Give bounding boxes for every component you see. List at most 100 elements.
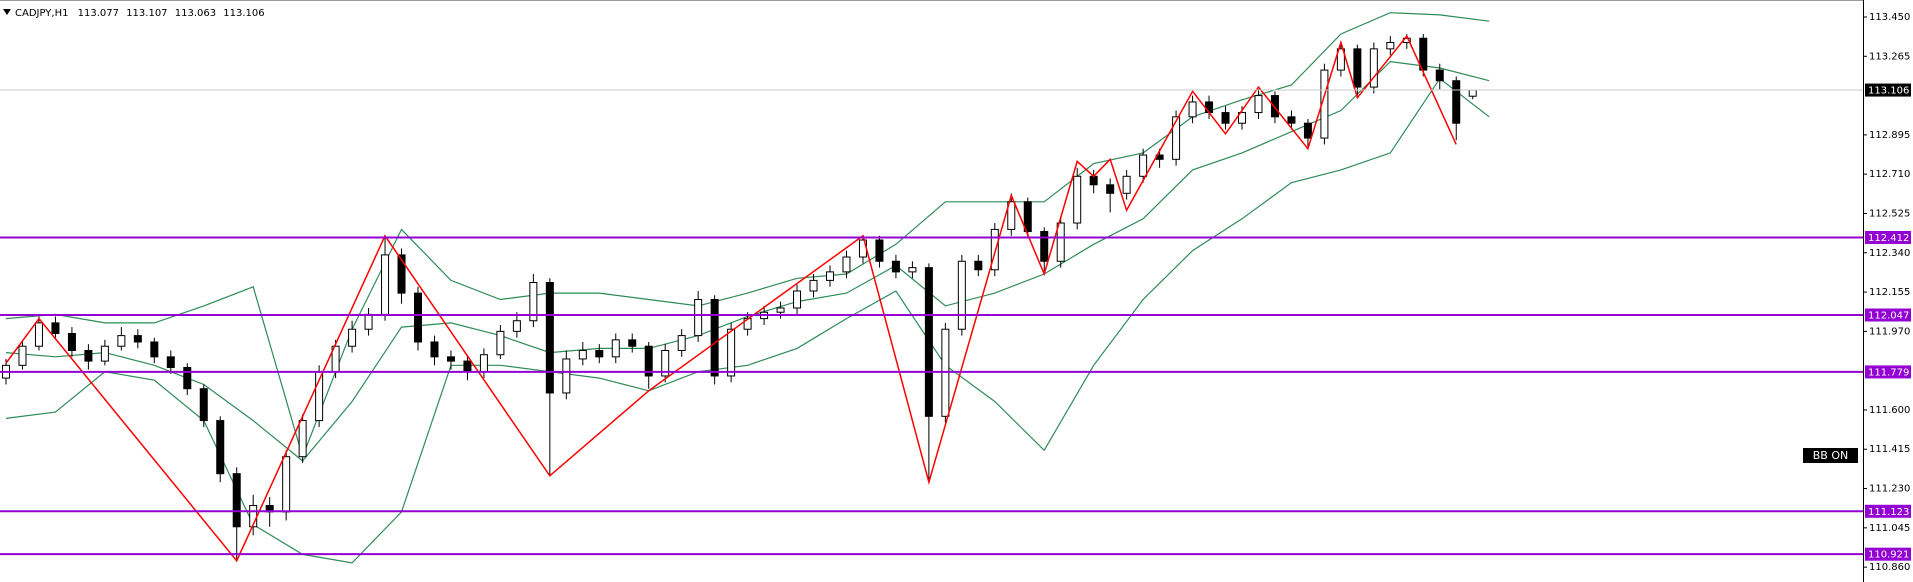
y-tick-label: 110.860 bbox=[1869, 562, 1910, 573]
candle-body bbox=[1452, 80, 1461, 124]
candle-body bbox=[216, 420, 225, 475]
candle-body bbox=[1139, 154, 1148, 177]
candle-body bbox=[595, 349, 604, 358]
candle-body bbox=[924, 267, 933, 417]
level-label: 112.412 bbox=[1868, 233, 1909, 244]
candle-body bbox=[578, 349, 587, 360]
candle-body bbox=[1073, 175, 1082, 224]
level-label: 112.047 bbox=[1868, 311, 1909, 322]
candle-body bbox=[1056, 222, 1065, 262]
y-tick-label: 111.045 bbox=[1869, 523, 1910, 534]
level-label-box bbox=[1865, 308, 1911, 322]
y-tick-label: 112.710 bbox=[1869, 169, 1910, 180]
candle-body bbox=[562, 358, 571, 394]
candle-body bbox=[628, 339, 637, 347]
candle-body bbox=[793, 290, 802, 309]
candle-body bbox=[1419, 37, 1428, 71]
candle-body bbox=[512, 320, 521, 332]
y-tick-label: 112.895 bbox=[1869, 130, 1910, 141]
level-label-box bbox=[1865, 504, 1911, 518]
candle-body bbox=[232, 473, 241, 528]
candle-body bbox=[348, 328, 357, 347]
candle-body bbox=[117, 335, 126, 347]
candle-body bbox=[1221, 112, 1230, 124]
candle-body bbox=[381, 254, 390, 315]
candle-body bbox=[529, 282, 538, 322]
y-tick-label: 113.265 bbox=[1869, 51, 1910, 62]
candle-body bbox=[875, 239, 884, 262]
candle-body bbox=[1270, 95, 1279, 118]
candle-body bbox=[710, 298, 719, 377]
y-tick-label: 112.525 bbox=[1869, 208, 1910, 219]
y-tick-label: 112.340 bbox=[1869, 248, 1910, 259]
candle-body bbox=[974, 260, 983, 271]
y-tick-label: 111.970 bbox=[1869, 326, 1910, 337]
y-tick-label: 111.415 bbox=[1869, 444, 1910, 455]
candle-body bbox=[776, 307, 785, 313]
candle-body bbox=[842, 256, 851, 273]
current-price-box bbox=[1865, 83, 1911, 97]
candle-body bbox=[414, 292, 422, 343]
candle-body bbox=[957, 260, 966, 330]
candle-body bbox=[463, 360, 472, 373]
candle-body bbox=[1238, 112, 1246, 124]
menu-icon[interactable] bbox=[3, 9, 11, 15]
y-tick-label: 111.230 bbox=[1869, 484, 1910, 495]
header-low: 113.063 bbox=[175, 8, 216, 19]
candle-body bbox=[694, 298, 703, 337]
candle-body bbox=[1040, 231, 1049, 262]
candle-body bbox=[661, 349, 670, 377]
current-price-label: 113.106 bbox=[1868, 86, 1909, 97]
candle-body bbox=[809, 279, 818, 292]
candle-body bbox=[1386, 41, 1395, 50]
candle-body bbox=[1254, 95, 1263, 114]
candle-body bbox=[183, 366, 192, 390]
annotation: BB ON bbox=[1813, 449, 1848, 462]
candle-body bbox=[199, 388, 208, 422]
candle-body bbox=[1369, 48, 1378, 88]
candle-body bbox=[611, 339, 620, 358]
candle-body bbox=[1007, 201, 1016, 230]
chart-header: CADJPY,H1 113.077 113.107 113.063 113.10… bbox=[15, 8, 265, 19]
candle-body bbox=[1468, 89, 1477, 97]
candle-body bbox=[133, 335, 142, 343]
level-label-box bbox=[1865, 365, 1911, 379]
level-label-box bbox=[1865, 547, 1911, 561]
candle-body bbox=[282, 456, 291, 513]
candle-body bbox=[67, 332, 76, 351]
candle-body bbox=[1188, 101, 1197, 118]
candle-body bbox=[166, 356, 175, 368]
candle-body bbox=[150, 341, 159, 358]
candle-body bbox=[1106, 184, 1115, 194]
candle-body bbox=[1287, 116, 1296, 124]
candle-body bbox=[397, 254, 406, 294]
band-upper bbox=[5, 12, 1490, 459]
candle-body bbox=[496, 330, 505, 356]
symbol: CADJPY,H1 bbox=[15, 8, 68, 19]
candle-body bbox=[18, 345, 27, 366]
candle-body bbox=[298, 420, 307, 458]
candle-body bbox=[1122, 175, 1131, 194]
candle-body bbox=[479, 354, 488, 373]
y-tick-label: 111.600 bbox=[1869, 405, 1910, 416]
level-label: 111.123 bbox=[1868, 507, 1909, 518]
y-tick-label: 112.155 bbox=[1869, 287, 1910, 298]
y-tick-label: 113.450 bbox=[1869, 12, 1910, 23]
candle-body bbox=[644, 345, 653, 377]
candle-body bbox=[908, 267, 917, 273]
candle-body bbox=[1205, 101, 1214, 114]
candle-body bbox=[1303, 122, 1312, 139]
candle-body bbox=[51, 322, 60, 334]
zigzag bbox=[5, 34, 1457, 563]
candle-body bbox=[364, 313, 373, 330]
candle-body bbox=[1336, 48, 1345, 71]
level-label: 111.779 bbox=[1868, 367, 1909, 378]
candle-body bbox=[100, 345, 109, 362]
candle-body bbox=[1023, 201, 1032, 233]
header-high: 113.107 bbox=[126, 8, 167, 19]
candle-body bbox=[84, 349, 93, 362]
candle-body bbox=[1320, 69, 1329, 139]
level-label: 110.921 bbox=[1868, 550, 1909, 561]
